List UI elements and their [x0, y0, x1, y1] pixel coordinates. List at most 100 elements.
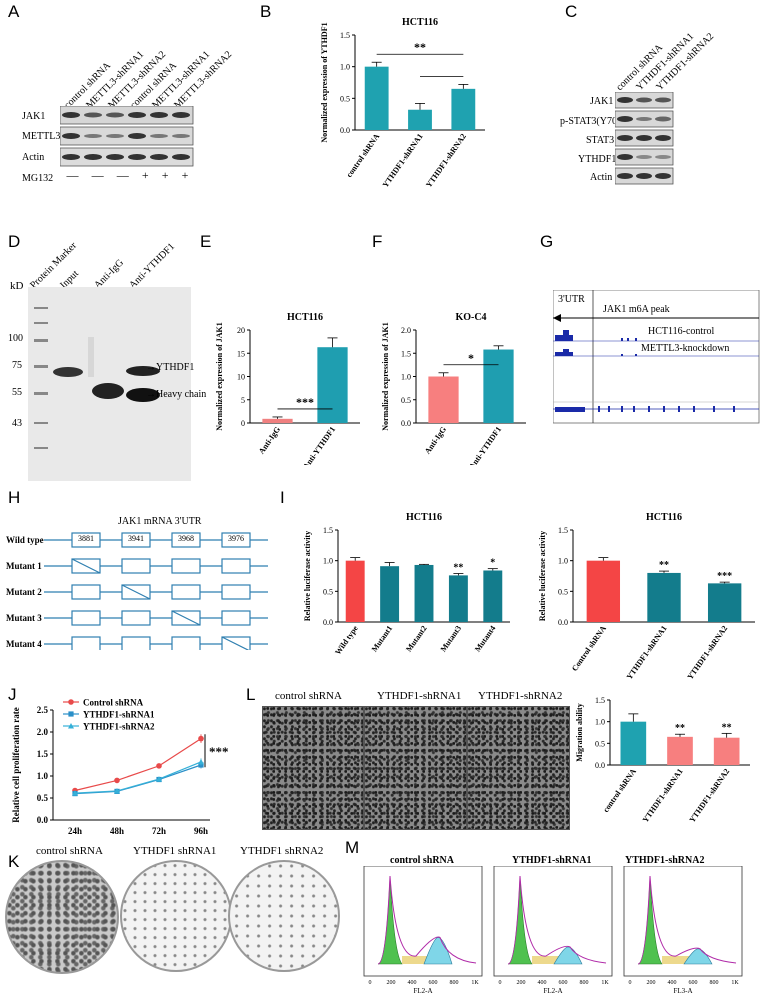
y-axis-label: Relative luciferase activity: [303, 531, 312, 621]
blot-row-label: p-STAT3(Y705): [560, 116, 626, 127]
heavy-chain-arrow: →Heavy chain: [146, 389, 207, 400]
track-label: METTL3-knockdown: [641, 343, 730, 354]
x-tick-label: 48h: [110, 826, 124, 836]
x-tick-label: Mutant2: [404, 624, 428, 654]
x-tick-label: 1K: [471, 980, 479, 986]
blot-d-image: [28, 287, 191, 481]
x-tick-label: Mutant1: [370, 624, 394, 654]
y-tick-label: 1.0: [401, 373, 411, 382]
x-tick-label: YTHDF1-shRNA2: [424, 132, 468, 189]
blot-a-image: [60, 106, 194, 167]
y-tick-label: 10: [237, 373, 245, 382]
dish-label: control shRNA: [36, 845, 103, 857]
site-label: 3976: [228, 534, 244, 543]
bar: [408, 109, 432, 130]
x-tick-label: 72h: [152, 826, 166, 836]
panel-label-f: F: [372, 232, 383, 251]
chart-f: KO-C4 0.0 0.5 1.0 1.5 2.0 Normalized expressio…: [381, 312, 526, 465]
mg132-sign: —: [116, 168, 129, 182]
legend-marker: [68, 723, 74, 729]
y-tick-label: 0.0: [323, 618, 333, 627]
significance-label: **: [453, 563, 463, 574]
s-phase: [662, 956, 691, 964]
y-axis-label: Normalized expression of JAK1: [381, 322, 390, 431]
x-tick-label: 800: [450, 980, 459, 986]
y-tick-label: 1.0: [558, 557, 568, 566]
heavy-chain-band-label: Heavy chain: [156, 389, 207, 400]
legend-marker: [68, 711, 74, 717]
panel-label-e: E: [200, 232, 212, 251]
x-tick-label: Anti-YTHDF1: [467, 425, 503, 465]
y-tick-label: 0.5: [340, 94, 350, 103]
site-label: 3941: [128, 534, 144, 543]
y-tick-label: 1.5: [37, 749, 49, 759]
bar: [586, 560, 621, 622]
utr-label: 3'UTR: [558, 294, 585, 305]
bar: [414, 564, 434, 622]
legend-label: YTHDF1-shRNA2: [83, 722, 155, 732]
x-tick-label: control shRNA: [601, 767, 638, 814]
flow-label: control shRNA: [390, 855, 454, 866]
image-label: YTHDF1-shRNA1: [377, 690, 462, 702]
data-point: [114, 777, 120, 784]
legend-label: Control shRNA: [83, 698, 144, 708]
data-point: [156, 776, 162, 782]
lane-label: Anti-YTHDF1: [127, 241, 178, 291]
colony-dish: [228, 860, 340, 972]
x-tick-label: 200: [387, 980, 396, 986]
y-tick-label: 1.0: [37, 771, 49, 781]
x-tick-label: 800: [710, 980, 719, 986]
x-tick-label: 0: [629, 980, 632, 986]
chart-b: HCT116 0.0 0.5 1.0 1.5 Normalized expression …: [320, 17, 485, 189]
blot-row-label: Actin: [22, 152, 45, 163]
x-tick-label: 400: [668, 980, 677, 986]
significance-label: **: [675, 723, 685, 734]
y-tick-label: 0.0: [558, 618, 568, 627]
g2-peak: [553, 946, 583, 965]
x-tick-label: 400: [408, 980, 417, 986]
series-line: [74, 761, 202, 794]
y-axis-label: Normalized expression of YTHDF1: [320, 22, 329, 142]
bar: [620, 721, 647, 765]
mg132-sign: —: [66, 168, 79, 182]
transwell-image: [262, 706, 364, 830]
chart-title: HCT116: [402, 17, 438, 28]
row-label: Wild type: [6, 535, 44, 545]
data-point: [198, 758, 204, 765]
x-tick-label: 400: [538, 980, 547, 986]
blot-row-label: Actin: [590, 172, 613, 183]
bar: [345, 560, 365, 622]
y-tick-label: 0.5: [558, 587, 568, 596]
colony-dish: [5, 860, 119, 974]
marker-label: 75: [12, 360, 22, 371]
blot-row-label: JAK1: [590, 96, 614, 107]
x-tick-label: 600: [689, 980, 698, 986]
chart-title: KO-C4: [455, 312, 486, 323]
site-label: 3968: [178, 534, 194, 543]
y-tick-label: 1.5: [401, 349, 411, 358]
bar: [428, 376, 459, 423]
panel-label-l: L: [246, 685, 256, 704]
x-tick-label: Wild type: [333, 624, 360, 657]
y-tick-label: 0.0: [401, 419, 411, 428]
row-label: Mutant 3: [6, 613, 42, 623]
panel-label-c: C: [565, 2, 578, 21]
mg132-label: MG132: [22, 173, 54, 184]
x-axis-label: FL2-A: [543, 987, 562, 995]
kd-label: kD: [10, 280, 24, 292]
x-tick-label: 200: [647, 980, 656, 986]
panel-label-a: A: [8, 2, 20, 21]
fit-curve: [377, 875, 477, 965]
flow-label: YTHDF1-shRNA1: [512, 855, 592, 866]
x-tick-label: YTHDF1-shRNA1: [381, 132, 425, 189]
significance-label: ***: [209, 744, 229, 759]
marker-label: 100: [8, 333, 23, 344]
y-tick-label: 1.5: [323, 526, 333, 535]
y-tick-label: 1.5: [595, 696, 605, 705]
bar: [707, 583, 742, 622]
s-phase: [532, 956, 561, 964]
utr-diagram: [44, 532, 268, 650]
y-tick-label: 0.5: [323, 587, 333, 596]
marker-label: 43: [12, 418, 22, 429]
mg132-sign: +: [181, 168, 189, 182]
